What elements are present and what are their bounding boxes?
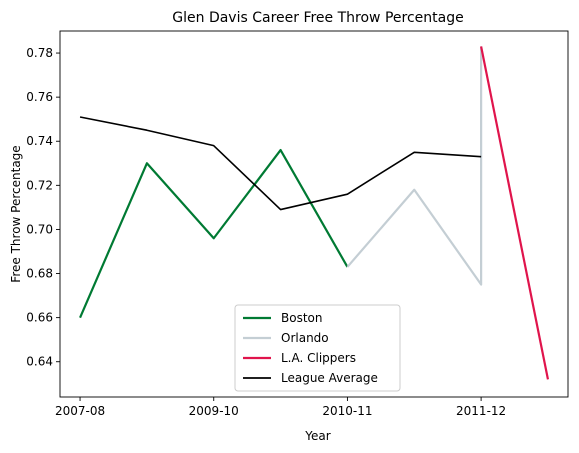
x-axis-title: Year — [304, 429, 330, 443]
series-line-2 — [480, 46, 550, 380]
x-tick-label: 2010-11 — [322, 404, 372, 418]
x-tick-label: 2011-12 — [456, 404, 506, 418]
y-tick-label: 0.72 — [26, 178, 53, 192]
y-axis-title: Free Throw Percentage — [9, 145, 23, 282]
y-tick-label: 0.66 — [26, 311, 53, 325]
y-tick-label: 0.70 — [26, 222, 53, 236]
x-tick-label: 2007-08 — [55, 404, 105, 418]
series-line-0 — [79, 148, 349, 319]
y-tick-label: 0.68 — [26, 267, 53, 281]
series-line-1 — [346, 46, 483, 286]
y-tick-label: 0.64 — [26, 355, 53, 369]
legend: Boston Orlando L.A. Clippers League Average — [234, 304, 401, 392]
series-line-3 — [79, 116, 482, 211]
y-tick-label: 0.78 — [26, 46, 53, 60]
plot-frame — [59, 30, 569, 398]
x-tick-label: 2009-10 — [189, 404, 239, 418]
chart-title: Glen Davis Career Free Throw Percentage — [172, 10, 463, 26]
legend-label: Orlando — [281, 331, 329, 345]
legend-label: League Average — [281, 371, 378, 385]
y-axis: 0.64 0.66 0.68 0.70 0.72 0.74 0.76 0.78 — [26, 46, 60, 369]
legend-box — [234, 304, 401, 392]
y-tick-label: 0.74 — [26, 134, 53, 148]
series-lines — [79, 46, 550, 380]
y-tick-label: 0.76 — [26, 90, 53, 104]
legend-label: L.A. Clippers — [281, 351, 356, 365]
legend-label: Boston — [281, 311, 322, 325]
